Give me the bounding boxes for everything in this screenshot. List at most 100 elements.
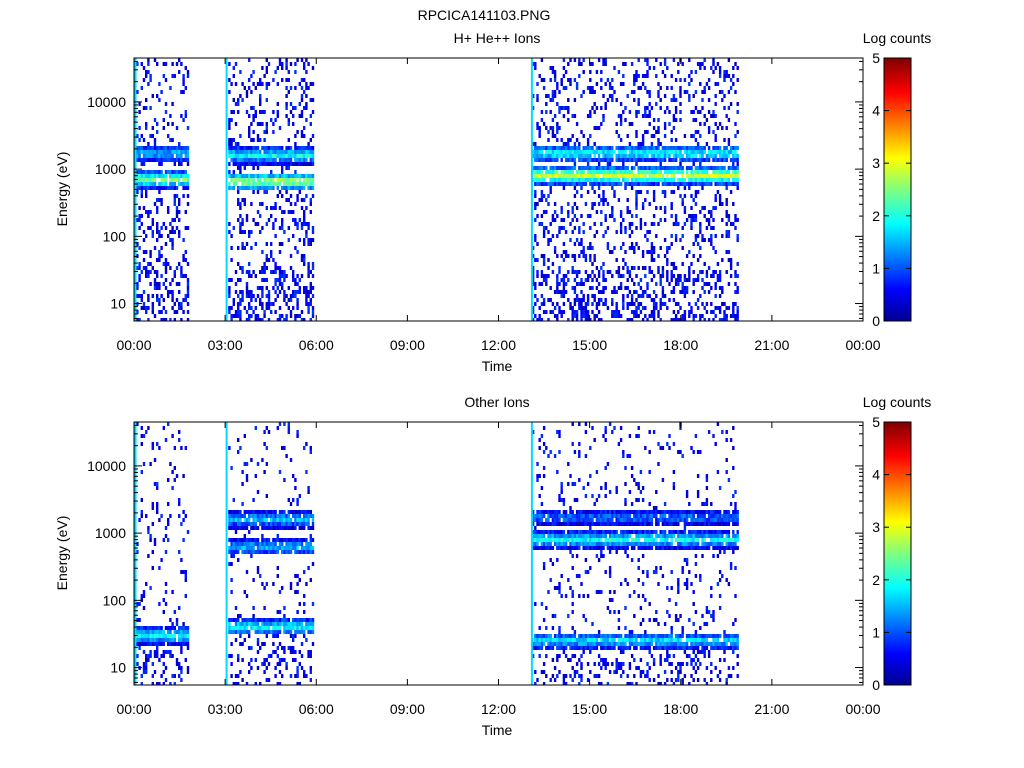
heatmap-cell xyxy=(556,586,559,590)
heatmap-cell xyxy=(604,166,607,170)
heatmap-cell xyxy=(245,310,249,314)
heatmap-cell xyxy=(256,542,260,546)
heatmap-cell xyxy=(540,642,544,646)
heatmap-cell xyxy=(604,154,607,158)
heatmap-cell xyxy=(681,166,684,170)
heatmap-cell xyxy=(162,118,165,122)
heatmap-cell xyxy=(646,106,649,110)
heatmap-cell xyxy=(252,174,255,178)
heatmap-cell xyxy=(573,270,577,274)
heatmap-cell xyxy=(712,62,715,66)
heatmap-cell xyxy=(261,186,264,190)
heatmap-cell xyxy=(245,294,249,298)
heatmap-cell xyxy=(142,182,146,186)
heatmap-cell xyxy=(294,134,297,138)
heatmap-cell xyxy=(685,174,689,178)
heatmap-cell xyxy=(156,638,159,642)
heatmap-cell xyxy=(138,174,141,178)
heatmap-cell xyxy=(274,146,277,150)
heatmap-cell xyxy=(136,294,139,298)
heatmap-cell xyxy=(571,482,574,486)
heatmap-cell xyxy=(571,286,574,290)
heatmap-cell xyxy=(732,66,735,70)
heatmap-cell xyxy=(243,538,246,542)
heatmap-cell xyxy=(736,154,739,158)
heatmap-cell xyxy=(292,294,295,298)
heatmap-cell xyxy=(250,174,253,178)
heatmap-cell xyxy=(688,278,691,282)
heatmap-cell xyxy=(571,166,574,170)
heatmap-cell xyxy=(252,538,255,542)
heatmap-cell xyxy=(701,314,704,318)
heatmap-cell xyxy=(595,302,599,306)
heatmap-cell xyxy=(147,638,150,642)
heatmap-cell xyxy=(696,110,700,114)
heatmap-cell xyxy=(626,306,629,310)
heatmap-cell xyxy=(294,106,297,110)
heatmap-cell xyxy=(560,294,563,298)
heatmap-cell xyxy=(586,142,590,146)
heatmap-cell xyxy=(727,182,731,186)
heatmap-cell xyxy=(140,306,143,310)
heatmap-cell xyxy=(694,278,698,282)
heatmap-cell xyxy=(243,182,246,186)
heatmap-cell xyxy=(259,110,262,114)
heatmap-cell xyxy=(641,82,645,86)
heatmap-cell xyxy=(278,590,282,594)
heatmap-cell xyxy=(683,210,687,214)
heatmap-cell xyxy=(551,126,555,130)
heatmap-cell xyxy=(245,110,249,114)
heatmap-cell xyxy=(564,682,568,685)
heatmap-cell xyxy=(718,166,722,170)
heatmap-cell xyxy=(692,214,695,218)
heatmap-cell xyxy=(270,518,273,522)
heatmap-cell xyxy=(287,422,290,426)
heatmap-cell xyxy=(630,298,634,302)
heatmap-cell xyxy=(534,530,537,534)
heatmap-cell xyxy=(228,286,231,290)
heatmap-cell xyxy=(254,186,257,190)
heatmap-cell xyxy=(637,174,640,178)
heatmap-cell xyxy=(263,510,266,514)
heatmap-cell xyxy=(250,526,253,530)
heatmap-cell xyxy=(311,150,315,154)
heatmap-cell xyxy=(285,58,288,62)
heatmap-cell xyxy=(551,174,555,178)
heatmap-cell xyxy=(274,282,277,286)
heatmap-cell xyxy=(153,178,157,182)
heatmap-cell xyxy=(234,82,238,86)
heatmap-cell xyxy=(283,630,286,634)
heatmap-cell xyxy=(175,154,179,158)
heatmap-cell xyxy=(149,150,152,154)
heatmap-cell xyxy=(239,446,242,450)
heatmap-cell xyxy=(575,642,579,646)
heatmap-cell xyxy=(232,186,235,190)
heatmap-cell xyxy=(309,450,312,454)
heatmap-cell xyxy=(294,546,297,550)
heatmap-cell xyxy=(586,214,590,218)
heatmap-cell xyxy=(158,642,161,646)
heatmap-cell xyxy=(531,638,535,642)
heatmap-cell xyxy=(298,510,301,514)
heatmap-cell xyxy=(239,314,242,318)
heatmap-cell xyxy=(173,150,176,154)
heatmap-cell xyxy=(169,114,172,118)
heatmap-cell xyxy=(536,126,539,130)
heatmap-cell xyxy=(180,646,183,650)
heatmap-cell xyxy=(234,146,238,150)
heatmap-cell xyxy=(265,634,268,638)
heatmap-cell xyxy=(622,62,625,66)
heatmap-cell xyxy=(292,162,295,166)
heatmap-cell xyxy=(736,162,739,166)
heatmap-cell xyxy=(263,270,266,274)
heatmap-cell xyxy=(582,314,585,318)
heatmap-cell xyxy=(276,162,279,166)
heatmap-cell xyxy=(149,262,152,266)
heatmap-cell xyxy=(184,658,187,662)
heatmap-cell xyxy=(600,178,603,182)
heatmap-cell xyxy=(538,146,541,150)
heatmap-cell xyxy=(718,202,722,206)
heatmap-cell xyxy=(287,118,290,122)
heatmap-cell xyxy=(311,182,315,186)
heatmap-cell xyxy=(276,82,279,86)
